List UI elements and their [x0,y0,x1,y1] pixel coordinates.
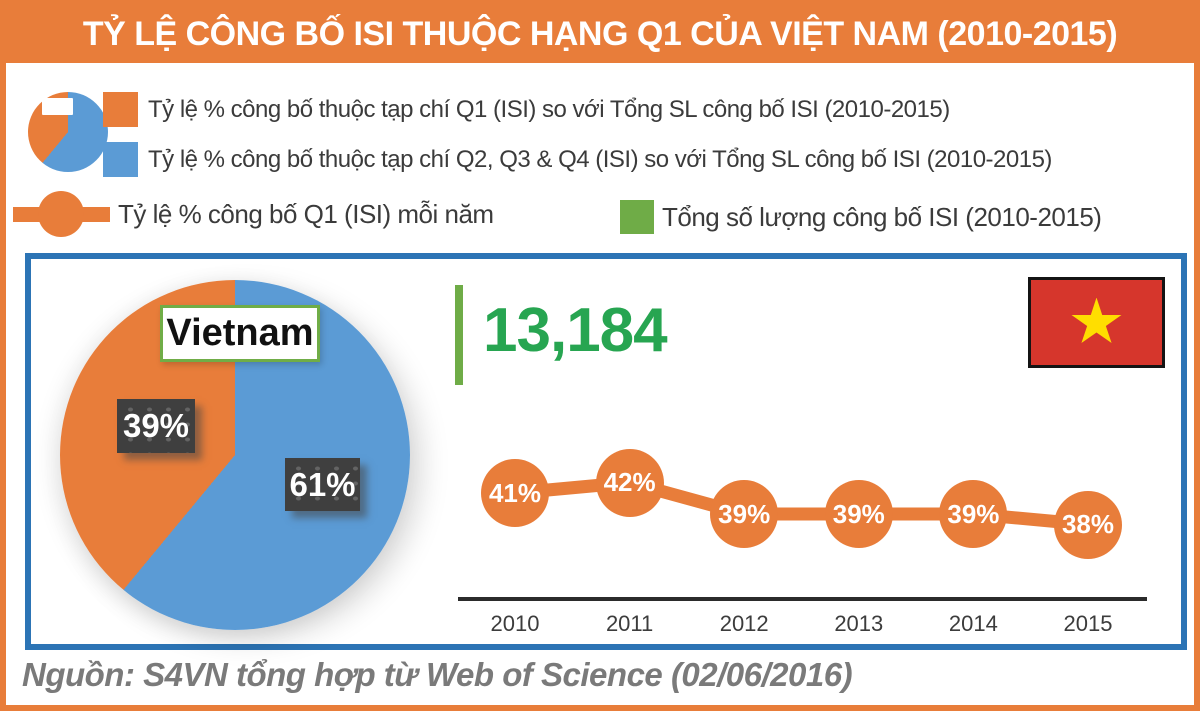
vietnam-flag [1028,277,1165,368]
page-title: TỶ LỆ CÔNG BỐ ISI THUỘC HẠNG Q1 CỦA VIỆT… [82,15,1118,53]
header-bar: TỶ LỆ CÔNG BỐ ISI THUỘC HẠNG Q1 CỦA VIỆT… [6,6,1194,63]
charts-panel: Vietnam 39% 61% 13,184 41% 2010 42% 2011 39%… [25,253,1187,650]
legend-swatch-q1-orange [103,92,138,127]
line-point-2012: 39% [710,480,779,548]
x-tick-2010: 2010 [490,611,540,636]
legend-pie-annotation-box [42,98,73,115]
legend-pie-icon [28,92,108,172]
line-chart-x-axis [458,597,1147,601]
x-tick-2011: 2011 [605,611,654,636]
legend-label-q234: Tỷ lệ % công bố thuộc tạp chí Q2, Q3 & Q… [148,146,1052,173]
source-note: Nguồn: S4VN tổng hợp từ Web of Science (… [22,656,853,693]
pie-label-q234-share: 61% [285,458,360,511]
line-point-2011: 42% [595,448,664,517]
x-tick-2012: 2012 [719,611,769,636]
x-tick-2014: 2014 [948,611,998,636]
line-point-2014: 39% [939,480,1008,548]
line-point-2010: 41% [481,459,549,527]
country-label-box: Vietnam [160,305,320,362]
legend-label-line-series: Tỷ lệ % công bố Q1 (ISI) mỗi năm [118,199,494,229]
line-chart-connector-svg [514,476,1089,531]
x-tick-2015: 2015 [1063,611,1113,636]
legend-label-q1: Tỷ lệ % công bố thuộc tạp chí Q1 (ISI) s… [148,96,950,123]
line-point-2015: 38% [1054,490,1122,559]
line-point-2013: 39% [824,480,893,548]
x-tick-2013: 2013 [834,611,884,636]
total-publications-value: 13,184 [483,296,668,365]
total-accent-bar [455,285,463,385]
pie-label-q1-share: 39% [117,399,195,453]
legend-swatch-q234-blue [103,142,138,177]
legend-label-total: Tổng số lượng công bố ISI (2010-2015) [662,202,1102,232]
legend-swatch-total-green [620,200,654,234]
legend-line-marker-circle-icon [38,191,84,237]
